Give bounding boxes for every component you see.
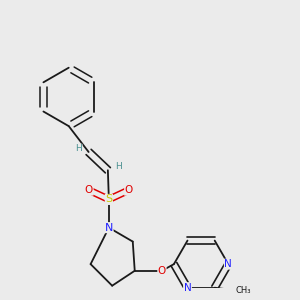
Text: N: N <box>184 283 191 293</box>
Text: CH₃: CH₃ <box>235 286 251 295</box>
Text: N: N <box>224 259 232 269</box>
Text: N: N <box>105 223 113 232</box>
Text: O: O <box>158 266 166 276</box>
Text: O: O <box>124 185 133 195</box>
Text: O: O <box>85 185 93 195</box>
Text: H: H <box>115 162 122 171</box>
Text: H: H <box>75 144 82 153</box>
Text: S: S <box>105 194 112 204</box>
